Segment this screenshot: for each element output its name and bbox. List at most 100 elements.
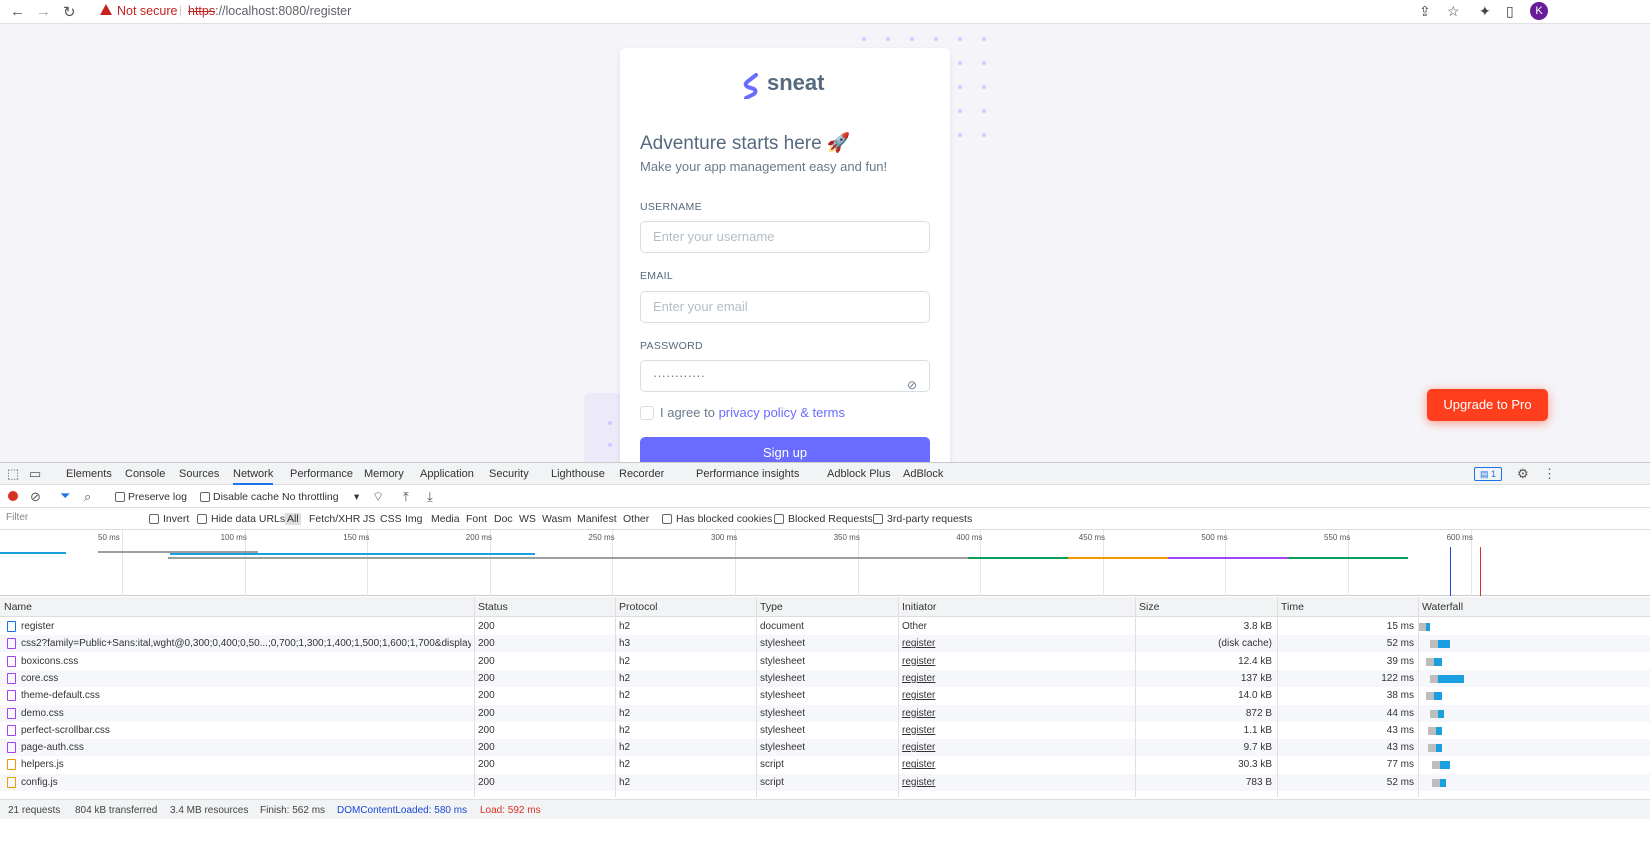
tab-elements[interactable]: Elements bbox=[66, 468, 112, 480]
table-row[interactable]: perfect-scrollbar.css 200 h2 stylesheet regi… bbox=[0, 722, 1650, 739]
column-header-type[interactable]: Type bbox=[760, 601, 783, 613]
column-header-time[interactable]: Time bbox=[1281, 601, 1304, 613]
column-header-size[interactable]: Size bbox=[1139, 601, 1160, 613]
filter-type-font[interactable]: Font bbox=[466, 513, 488, 525]
avatar[interactable]: K bbox=[1530, 2, 1548, 20]
url-scheme: https bbox=[188, 4, 216, 18]
cell-initiator[interactable]: register bbox=[902, 690, 936, 702]
disable-cache-checkbox[interactable] bbox=[200, 492, 210, 502]
timeline-gridline bbox=[1470, 530, 1472, 596]
password-input[interactable]: ············ ⊘ bbox=[640, 360, 930, 392]
tab-performance-insights[interactable]: Performance insights bbox=[696, 468, 800, 480]
address-field[interactable]: https://localhost:8080/register bbox=[188, 4, 351, 18]
tab-sources[interactable]: Sources bbox=[179, 468, 220, 480]
gear-icon[interactable]: ⚙ bbox=[1517, 466, 1529, 481]
more-icon[interactable]: ⋮ bbox=[1543, 466, 1556, 481]
share-icon[interactable]: ⇪ bbox=[1419, 3, 1431, 19]
forward-icon[interactable]: → bbox=[36, 3, 51, 20]
filter-type-ws[interactable]: WS bbox=[519, 513, 536, 525]
device-toolbar-icon[interactable]: ▭ bbox=[29, 466, 42, 481]
table-row[interactable]: demo.css 200 h2 stylesheet register 872 B 44 m… bbox=[0, 704, 1650, 722]
issues-badge[interactable]: ▤ 1 bbox=[1474, 467, 1502, 481]
cell-initiator[interactable]: register bbox=[902, 776, 936, 788]
cell-initiator[interactable]: register bbox=[902, 672, 936, 684]
upgrade-button[interactable]: Upgrade to Pro bbox=[1427, 389, 1548, 421]
export-icon[interactable]: ⤓ bbox=[427, 489, 433, 504]
chevron-down-icon[interactable]: ▾ bbox=[354, 491, 360, 503]
signup-button[interactable]: Sign up bbox=[640, 437, 930, 462]
table-row[interactable]: page-auth.css 200 h2 stylesheet register 9.7 … bbox=[0, 739, 1650, 757]
filter-type-img[interactable]: Img bbox=[405, 513, 423, 525]
email-input[interactable]: Enter your email bbox=[640, 291, 930, 323]
wifi-settings-icon[interactable]: ⌔ bbox=[372, 489, 385, 504]
blocked-cookies-checkbox[interactable] bbox=[662, 514, 672, 524]
search-icon[interactable]: ⌕ bbox=[84, 489, 92, 504]
dom-content-loaded: DOMContentLoaded: 580 ms bbox=[337, 805, 468, 816]
cell-initiator[interactable]: register bbox=[902, 707, 936, 719]
cell-name: helpers.js bbox=[21, 759, 64, 771]
filter-type-wasm[interactable]: Wasm bbox=[542, 513, 572, 525]
terms-checkbox[interactable] bbox=[640, 406, 654, 420]
table-row[interactable]: boxicons.css 200 h2 stylesheet register 12.4 … bbox=[0, 653, 1650, 670]
tab-security[interactable]: Security bbox=[489, 468, 529, 480]
tab-adblock-plus[interactable]: Adblock Plus bbox=[827, 468, 891, 480]
table-row[interactable]: helpers.js 200 h2 script register 30.3 kB 77 m… bbox=[0, 756, 1650, 773]
terms-link[interactable]: privacy policy & terms bbox=[718, 405, 845, 420]
cell-status: 200 bbox=[478, 621, 495, 632]
username-input[interactable]: Enter your username bbox=[640, 221, 930, 253]
clear-icon[interactable]: ⊘ bbox=[30, 489, 41, 504]
table-row[interactable]: css2?family=Public+Sans:ital,wght@0,300;… bbox=[0, 635, 1650, 653]
filter-type-media[interactable]: Media bbox=[431, 513, 460, 525]
table-row[interactable]: register 200 h2 document Other 3.8 kB 15 ms bbox=[0, 618, 1650, 635]
filter-type-all[interactable]: All bbox=[285, 513, 301, 525]
column-header-name[interactable]: Name bbox=[4, 601, 33, 613]
side-panel-icon[interactable]: ▯ bbox=[1506, 3, 1514, 19]
filter-input[interactable]: Filter bbox=[6, 512, 29, 523]
inspect-icon[interactable]: ⬚ bbox=[7, 466, 20, 481]
filter-type-other[interactable]: Other bbox=[623, 513, 650, 525]
cell-initiator[interactable]: register bbox=[902, 724, 936, 736]
tab-adblock[interactable]: AdBlock bbox=[903, 468, 944, 480]
filter-icon[interactable]: ⏷ bbox=[60, 488, 71, 503]
blocked-requests-checkbox[interactable] bbox=[774, 514, 784, 524]
eye-off-icon[interactable]: ⊘ bbox=[906, 378, 917, 392]
filter-type-fetchxhr[interactable]: Fetch/XHR bbox=[309, 513, 361, 525]
invert-checkbox[interactable] bbox=[149, 514, 159, 524]
table-row[interactable]: core.css 200 h2 stylesheet register 137 kB 122… bbox=[0, 669, 1650, 687]
tab-memory[interactable]: Memory bbox=[364, 468, 404, 480]
record-icon[interactable] bbox=[8, 491, 18, 501]
filter-type-js[interactable]: JS bbox=[363, 513, 376, 525]
cell-initiator[interactable]: register bbox=[902, 759, 936, 771]
throttling-select[interactable]: No throttling bbox=[282, 491, 339, 503]
reload-icon[interactable]: ↻ bbox=[63, 4, 76, 21]
table-row[interactable]: theme-default.css 200 h2 stylesheet register… bbox=[0, 687, 1650, 704]
hide-data-urls-checkbox[interactable] bbox=[197, 514, 207, 524]
extensions-icon[interactable]: ✦ bbox=[1479, 3, 1491, 19]
cell-initiator[interactable]: register bbox=[902, 638, 936, 650]
tab-console[interactable]: Console bbox=[125, 468, 166, 480]
column-header-protocol[interactable]: Protocol bbox=[619, 601, 658, 613]
tab-application[interactable]: Application bbox=[420, 468, 474, 480]
tab-network[interactable]: Network bbox=[233, 468, 274, 485]
security-status[interactable]: Not secure bbox=[117, 4, 178, 18]
filter-type-manifest[interactable]: Manifest bbox=[577, 513, 617, 525]
column-header-initiator[interactable]: Initiator bbox=[902, 601, 937, 613]
tab-recorder[interactable]: Recorder bbox=[619, 468, 665, 480]
import-icon[interactable]: ⤒ bbox=[403, 489, 409, 504]
timeline-overview[interactable]: 50 ms 100 ms 150 ms 200 ms 250 ms 300 ms 350 m… bbox=[0, 530, 1650, 596]
waterfall-bar bbox=[1440, 761, 1450, 770]
filter-type-css[interactable]: CSS bbox=[380, 513, 402, 525]
column-header-waterfall[interactable]: Waterfall bbox=[1422, 601, 1464, 613]
tab-performance[interactable]: Performance bbox=[290, 468, 353, 480]
filter-type-doc[interactable]: Doc bbox=[494, 513, 513, 525]
column-header-status[interactable]: Status bbox=[478, 601, 508, 613]
cell-type: stylesheet bbox=[760, 724, 806, 736]
third-party-checkbox[interactable] bbox=[873, 514, 883, 524]
table-row[interactable]: config.js 200 h2 script register 783 B 52 ms bbox=[0, 773, 1650, 791]
cell-initiator[interactable]: register bbox=[902, 655, 936, 667]
preserve-log-checkbox[interactable] bbox=[115, 492, 125, 502]
cell-initiator[interactable]: register bbox=[902, 742, 936, 754]
back-icon[interactable]: ← bbox=[10, 3, 25, 20]
tab-lighthouse[interactable]: Lighthouse bbox=[551, 468, 605, 480]
star-icon[interactable]: ☆ bbox=[1447, 3, 1460, 19]
